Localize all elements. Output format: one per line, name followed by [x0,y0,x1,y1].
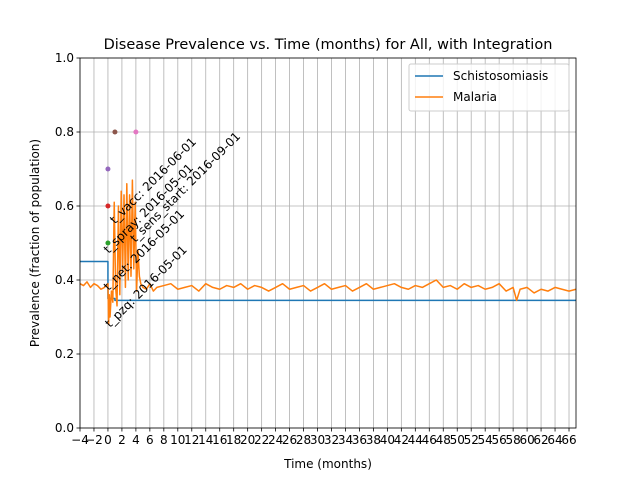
legend-entry: Malaria [453,90,497,104]
chart-title: Disease Prevalence vs. Time (months) for… [104,37,553,53]
x-tick-label: −2 [85,433,103,447]
y-tick-label: 0.6 [55,199,74,213]
y-tick-label: 0.0 [55,421,74,435]
x-tick-label: 56 [492,433,507,447]
x-tick-label: 54 [478,433,493,447]
legend-box [408,63,570,112]
x-tick-label: 12 [184,433,199,447]
x-tick-label: 58 [505,433,520,447]
x-tick-label: 20 [240,433,255,447]
x-tick-label: 34 [338,433,353,447]
x-tick-label: 30 [310,433,325,447]
event-marker [105,240,111,246]
x-tick-label: 6 [146,433,154,447]
y-tick-label: 0.8 [55,125,74,139]
event-marker [105,203,111,209]
x-tick-label: 52 [464,433,479,447]
x-tick-label: 4 [132,433,140,447]
legend: Schistosomiasis Malaria [408,63,570,112]
x-tick-label: 14 [198,433,213,447]
x-tick-label: 50 [450,433,465,447]
legend-entry: Schistosomiasis [453,69,548,83]
y-axis-ticks: 0.0 0.2 0.4 0.6 0.8 1.0 [55,51,80,435]
plot-frame [79,57,577,429]
x-tick-label: 46 [422,433,437,447]
x-tick-label: 44 [408,433,423,447]
x-tick-label: 2 [118,433,126,447]
series-line-malaria [79,179,577,326]
x-tick-label: 8 [160,433,168,447]
x-tick-label: 22 [254,433,269,447]
x-tick-label: 36 [352,433,367,447]
x-tick-label: 16 [212,433,227,447]
event-markers [105,129,139,246]
x-tick-label: 18 [226,433,241,447]
y-tick-label: 1.0 [55,51,74,65]
x-tick-label: 42 [394,433,409,447]
x-tick-label: 0 [104,433,112,447]
series-layer [79,179,577,326]
x-tick-label: 40 [380,433,395,447]
x-axis-ticks: −4−2 0 2 4 6 8 1012141618202224262830323436384… [71,428,577,447]
y-tick-label: 0.4 [55,273,74,287]
event-marker [112,129,118,135]
x-tick-label: 62 [533,433,548,447]
x-tick-label: −4 [71,433,89,447]
x-tick-label: 28 [296,433,311,447]
x-tick-label: 26 [282,433,297,447]
x-tick-label: 66 [561,433,576,447]
x-tick-label: 60 [519,433,534,447]
y-tick-label: 0.2 [55,347,74,361]
event-marker [133,129,139,135]
y-axis-label: Prevalence (fraction of population) [28,139,42,347]
x-tick-label: 10 [170,433,185,447]
event-marker [105,166,111,172]
x-tick-label: 24 [268,433,283,447]
x-tick-label: 64 [547,433,562,447]
x-tick-label: 48 [436,433,451,447]
x-tick-label: 32 [324,433,339,447]
grid-lines [79,57,576,429]
x-tick-label: 38 [366,433,381,447]
x-axis-label: Time (months) [283,457,372,471]
